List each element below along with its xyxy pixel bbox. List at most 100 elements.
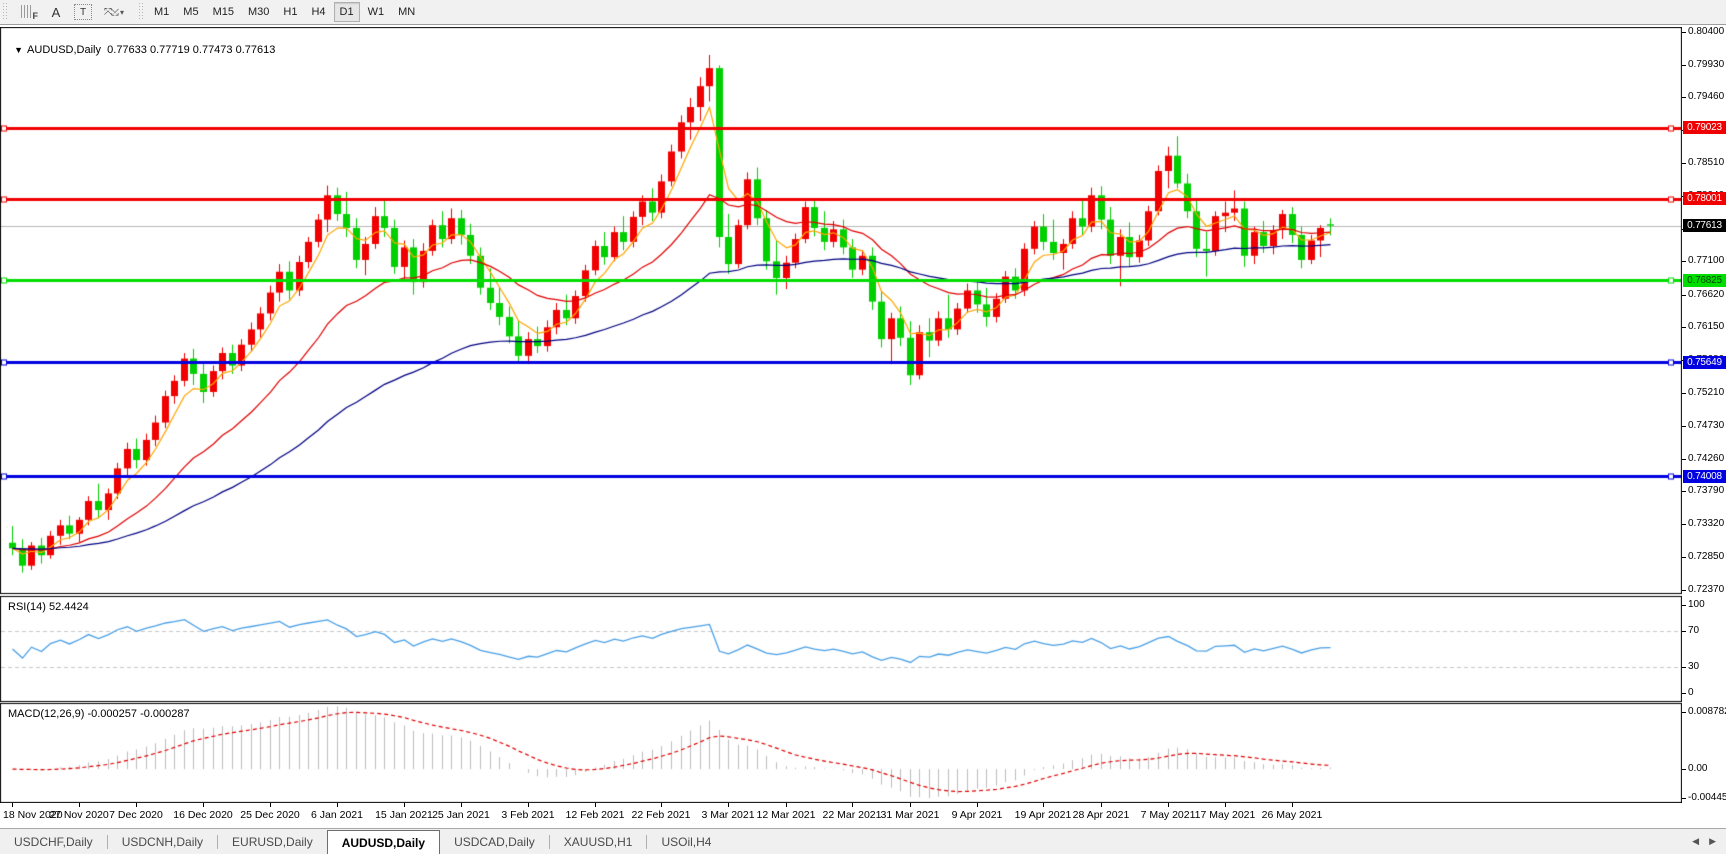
date-axis: 18 Nov 2020 27 Nov 2020 7 Dec 2020 16 Dec 2… bbox=[0, 803, 1726, 828]
price-tick-label: 0.77100 bbox=[1688, 255, 1725, 266]
date-tick-mark bbox=[270, 803, 271, 807]
tab-usoil[interactable]: USOil,H4 bbox=[661, 834, 712, 849]
tab-scroll-right-icon[interactable]: ▶ bbox=[1709, 836, 1716, 846]
date-tick-label: 28 Apr 2021 bbox=[1072, 809, 1130, 821]
tab-scroll-left-icon[interactable]: ◀ bbox=[1692, 836, 1700, 846]
date-tick-mark bbox=[203, 803, 204, 807]
date-tick-label: 7 Dec 2020 bbox=[109, 809, 163, 821]
date-tick-label: 12 Feb 2021 bbox=[565, 809, 625, 821]
date-tick-label: 6 Jan 2021 bbox=[311, 809, 363, 821]
toolbar-grip-2[interactable] bbox=[138, 3, 146, 21]
macd-indicator-label: MACD(12,26,9) -0.000257 -0.000287 bbox=[8, 708, 190, 720]
axis-tick-mark bbox=[1682, 261, 1686, 262]
timeframe-h1-button[interactable]: H1 bbox=[283, 6, 298, 18]
symbol-label: AUDUSD,Daily bbox=[27, 44, 102, 56]
tab-separator bbox=[548, 834, 550, 849]
text-a-icon: A bbox=[51, 4, 61, 20]
timeframe-mn-button[interactable]: MN bbox=[398, 6, 416, 18]
grid-f-icon: F bbox=[20, 4, 38, 21]
timeframe-m1-button[interactable]: M1 bbox=[154, 6, 170, 18]
date-tick-mark bbox=[1168, 803, 1169, 807]
axis-tick-mark bbox=[1682, 798, 1686, 799]
date-tick-mark bbox=[461, 803, 462, 807]
date-tick-mark bbox=[1101, 803, 1102, 807]
date-tick-label: 9 Apr 2021 bbox=[951, 809, 1003, 821]
chevron-down-icon: ▾ bbox=[120, 7, 125, 17]
date-tick-mark bbox=[786, 803, 787, 807]
price-chart-canvas[interactable] bbox=[0, 27, 1682, 803]
price-tick-label: 0.73790 bbox=[1688, 485, 1725, 496]
price-tick-label: 0.76620 bbox=[1688, 289, 1725, 300]
chart-toolbar: F A T ⤧⤩ ▾ M1 M5 M15 M30 H1 H4 D1 W1 MN bbox=[0, 0, 1726, 25]
date-tick-label: 26 May 2021 bbox=[1261, 809, 1323, 821]
tab-usdcnh[interactable]: USDCNH,Daily bbox=[121, 834, 204, 849]
rsi-indicator-label: RSI(14) 52.4424 bbox=[8, 601, 89, 613]
chart-header: ▼ AUDUSD,Daily 0.77633 0.77719 0.77473 0.… bbox=[8, 32, 275, 56]
timeframe-h4-button[interactable]: H4 bbox=[311, 6, 326, 18]
toolbar-grip[interactable] bbox=[2, 3, 9, 21]
date-tick-label: 27 Nov 2020 bbox=[49, 809, 109, 821]
date-tick-mark bbox=[12, 803, 13, 807]
date-tick-mark bbox=[1225, 803, 1226, 807]
date-tick-mark bbox=[136, 803, 137, 807]
tab-separator bbox=[646, 834, 648, 849]
tab-usdcad[interactable]: USDCAD,Daily bbox=[454, 834, 535, 849]
date-tick-label: 31 Mar 2021 bbox=[880, 809, 940, 821]
tab-usdchf[interactable]: USDCHF,Daily bbox=[14, 834, 93, 849]
date-tick-mark bbox=[852, 803, 853, 807]
axis-tick-mark bbox=[1682, 605, 1686, 606]
current-price-label: 0.77613 bbox=[1683, 219, 1726, 232]
level-price-label: 0.76825 bbox=[1683, 274, 1726, 287]
date-tick-label: 7 May 2021 bbox=[1140, 809, 1196, 821]
tab-eurusd[interactable]: EURUSD,Daily bbox=[232, 834, 313, 849]
tab-separator bbox=[217, 834, 219, 849]
level-price-label: 0.79023 bbox=[1683, 121, 1726, 134]
level-price-label: 0.75649 bbox=[1683, 356, 1726, 369]
date-tick-mark bbox=[728, 803, 729, 807]
date-tick-mark bbox=[404, 803, 405, 807]
chart-tab-bar: USDCHF,Daily USDCNH,Daily EURUSD,Daily AUDU… bbox=[0, 828, 1726, 854]
axis-tick-mark bbox=[1682, 524, 1686, 525]
axis-tick-mark bbox=[1682, 590, 1686, 591]
axis-tick-mark bbox=[1682, 65, 1686, 66]
date-tick-mark bbox=[528, 803, 529, 807]
price-tick-label: 0.74730 bbox=[1688, 420, 1725, 431]
date-tick-label: 15 Jan 2021 bbox=[375, 809, 433, 821]
rsi-tick-label: 70 bbox=[1688, 625, 1700, 636]
timeframe-d1-button[interactable]: D1 bbox=[333, 2, 360, 22]
symbol-caret-icon[interactable]: ▼ bbox=[14, 45, 24, 55]
arrow-tools-button[interactable]: ⤧⤩ ▾ bbox=[98, 2, 130, 22]
tab-xauusd[interactable]: XAUUSD,H1 bbox=[563, 834, 633, 849]
insert-textbox-button[interactable]: T bbox=[68, 2, 98, 22]
date-tick-label: 3 Feb 2021 bbox=[501, 809, 555, 821]
insert-text-button[interactable]: A bbox=[44, 2, 68, 22]
price-tick-label: 0.80400 bbox=[1688, 26, 1725, 37]
date-tick-mark bbox=[1043, 803, 1044, 807]
axis-tick-mark bbox=[1682, 32, 1686, 33]
date-tick-mark bbox=[1292, 803, 1293, 807]
rsi-tick-label: 30 bbox=[1688, 661, 1700, 672]
rsi-tick-label: 0 bbox=[1688, 687, 1694, 698]
timeframe-group: M1 M5 M15 M30 H1 H4 D1 W1 MN bbox=[148, 2, 421, 22]
price-tick-label: 0.72370 bbox=[1688, 584, 1725, 595]
date-tick-label: 3 Mar 2021 bbox=[701, 809, 755, 821]
date-tick-label: 19 Apr 2021 bbox=[1014, 809, 1072, 821]
axis-tick-mark bbox=[1682, 712, 1686, 713]
rsi-tick-label: 100 bbox=[1688, 599, 1705, 610]
level-price-label: 0.78001 bbox=[1683, 192, 1726, 205]
timeframe-m15-button[interactable]: M15 bbox=[212, 6, 234, 18]
timeframe-w1-button[interactable]: W1 bbox=[367, 6, 385, 18]
axis-tick-mark bbox=[1682, 393, 1686, 394]
level-price-label: 0.74008 bbox=[1683, 470, 1726, 483]
macd-tick-label: 0.008782 bbox=[1688, 706, 1726, 717]
chart-grid-f-icon[interactable]: F bbox=[12, 2, 44, 22]
tab-audusd[interactable]: AUDUSD,Daily bbox=[326, 830, 441, 854]
date-tick-label: 25 Dec 2020 bbox=[240, 809, 300, 821]
axis-tick-mark bbox=[1682, 163, 1686, 164]
timeframe-m30-button[interactable]: M30 bbox=[247, 6, 270, 18]
date-tick-mark bbox=[337, 803, 338, 807]
date-tick-mark bbox=[661, 803, 662, 807]
timeframe-m5-button[interactable]: M5 bbox=[183, 6, 199, 18]
axis-tick-mark bbox=[1682, 491, 1686, 492]
